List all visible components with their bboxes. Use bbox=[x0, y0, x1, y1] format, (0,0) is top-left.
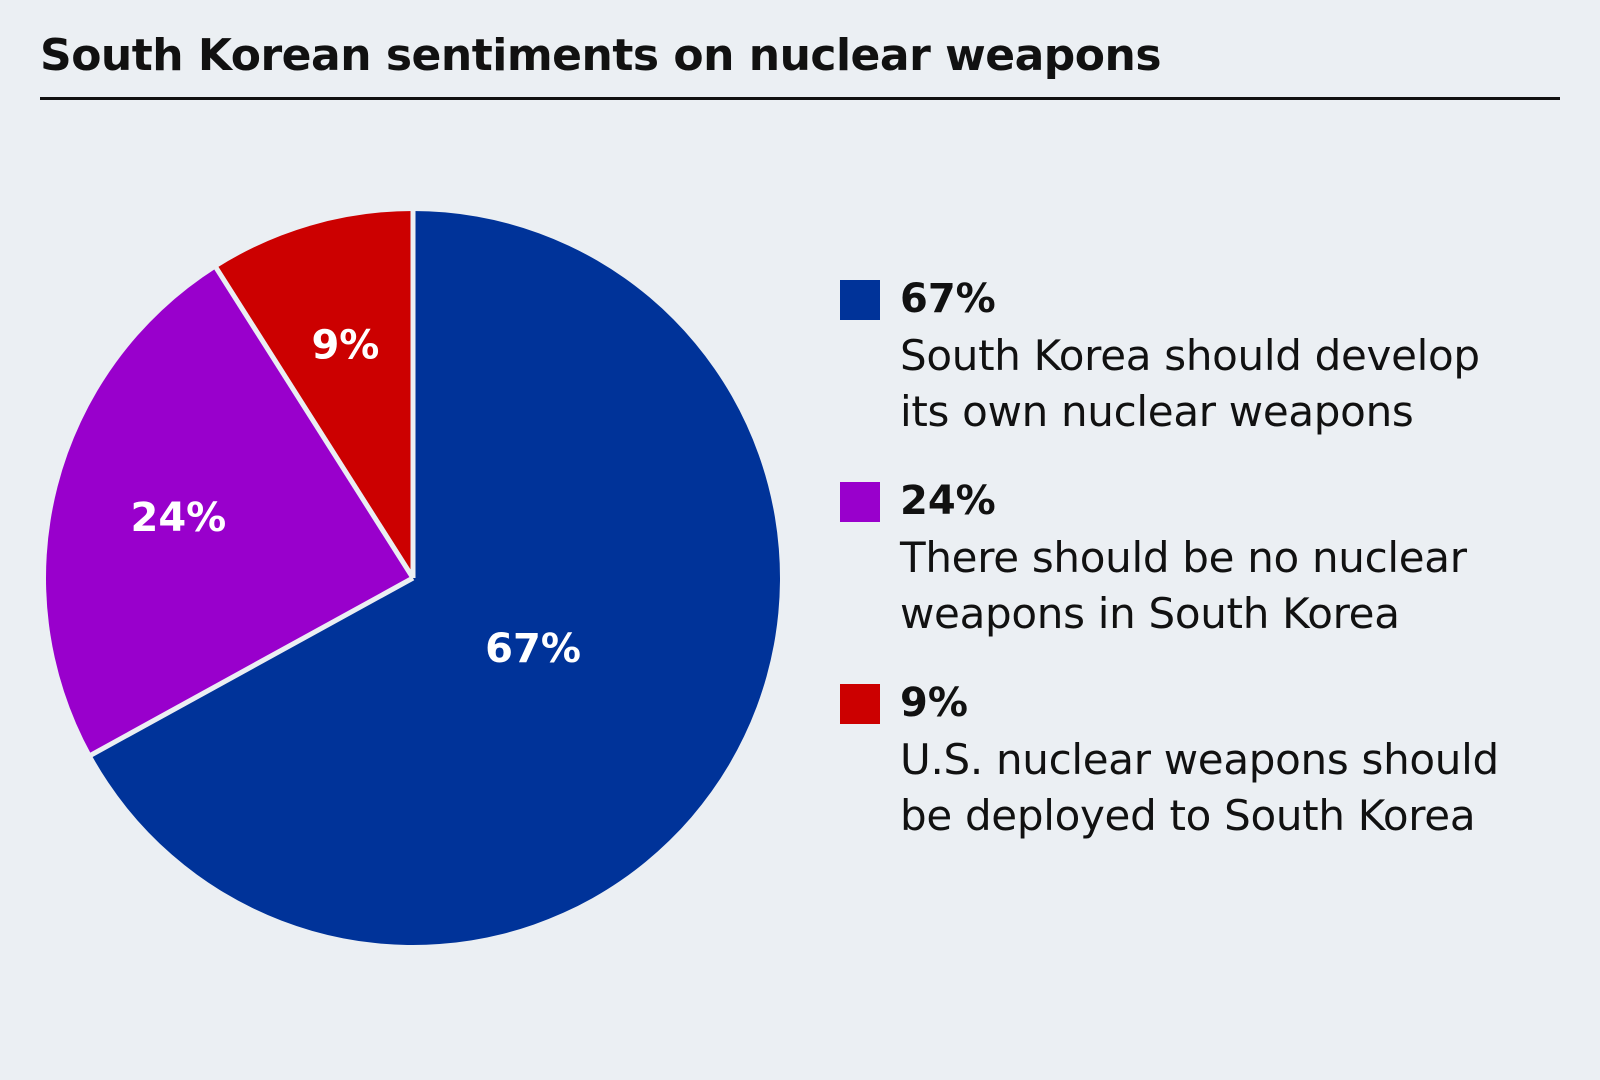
pie-slice-no-weapons bbox=[45, 268, 413, 755]
pie-chart: 67% 24% 9% bbox=[45, 209, 781, 946]
chart-title: South Korean sentiments on nuclear weapo… bbox=[40, 30, 1162, 81]
legend-label-own-weapons: South Korea should develop its own nucle… bbox=[900, 331, 1480, 436]
legend-item-own-weapons: 67% South Korea should develop its own n… bbox=[840, 270, 1580, 440]
slice-separator bbox=[88, 575, 415, 758]
legend: 67% South Korea should develop its own n… bbox=[840, 270, 1580, 876]
legend-swatch-no-weapons bbox=[840, 482, 880, 522]
legend-item-no-weapons: 24% There should be no nuclear weapons i… bbox=[840, 472, 1580, 642]
legend-swatch-us-weapons bbox=[840, 684, 880, 724]
legend-value-us-weapons: 9% bbox=[900, 680, 968, 726]
title-divider bbox=[40, 97, 1560, 100]
slice-separator bbox=[213, 265, 416, 580]
legend-value-own-weapons: 67% bbox=[900, 276, 996, 322]
legend-value-no-weapons: 24% bbox=[900, 478, 996, 524]
legend-label-us-weapons: U.S. nuclear weapons should be deployed … bbox=[900, 735, 1499, 840]
pie-slice-own-weapons bbox=[91, 211, 781, 946]
data-label-own-weapons: 67% bbox=[485, 626, 581, 672]
legend-item-us-weapons: 9% U.S. nuclear weapons should be deploy… bbox=[840, 674, 1580, 844]
data-label-us-weapons: 9% bbox=[311, 322, 379, 368]
legend-swatch-own-weapons bbox=[840, 280, 880, 320]
data-label-no-weapons: 24% bbox=[131, 495, 227, 541]
legend-label-no-weapons: There should be no nuclear weapons in So… bbox=[900, 533, 1467, 638]
pie-slice-us-weapons bbox=[216, 211, 413, 578]
